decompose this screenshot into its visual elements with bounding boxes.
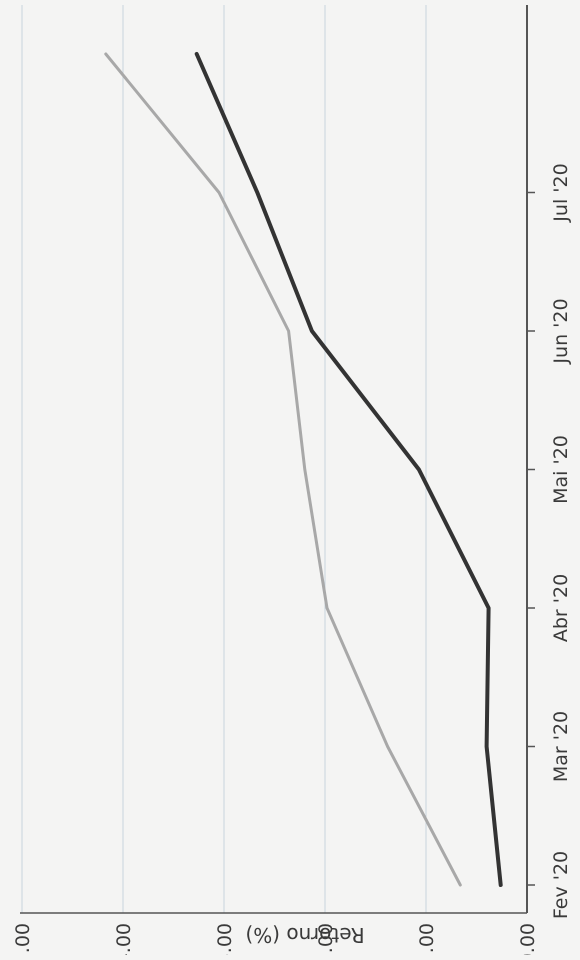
- series-line: [104, 52, 462, 887]
- y-tick-label: 0.00: [517, 923, 539, 955]
- y-tick-label: 1.00: [416, 923, 438, 955]
- y-tick-label: 3.00: [214, 923, 236, 955]
- y-axis-title: Retorno (%): [245, 923, 364, 947]
- y-tick-label: 2.00: [315, 923, 337, 955]
- y-tick-label: 5.00: [12, 923, 34, 955]
- axes: [20, 5, 528, 914]
- grid-lines: [21, 5, 427, 913]
- x-axis-ticks: Fev '20 Mar '20 Abr '20 Mai '20 Jun '20 Jul '…: [527, 163, 572, 919]
- x-tick-label: Mar '20: [550, 711, 572, 782]
- y-tick-label: 4.00: [113, 923, 135, 955]
- series-line: [194, 52, 503, 887]
- x-tick-label: Abr '20: [550, 574, 572, 642]
- x-tick-label: Mai '20: [550, 435, 572, 504]
- x-tick-label: Jun '20: [550, 298, 572, 364]
- x-tick-label: Fev '20: [550, 851, 572, 919]
- series-lines: [104, 52, 503, 887]
- y-axis-ticks: 0.00 1.00 2.00 3.00 4.00 5.00: [12, 923, 539, 960]
- x-tick-label: Jul '20: [550, 163, 572, 222]
